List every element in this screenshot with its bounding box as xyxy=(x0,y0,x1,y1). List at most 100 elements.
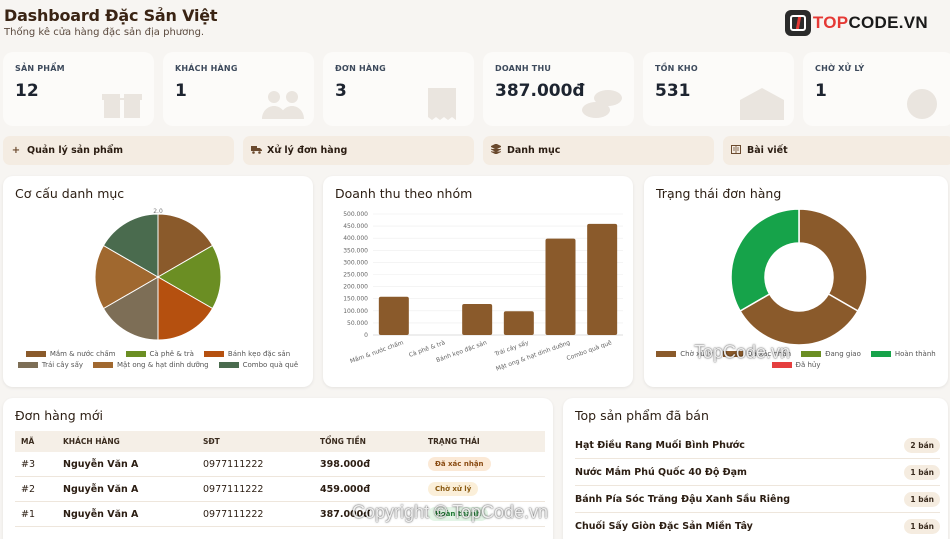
stat-label: SẢN PHẨM xyxy=(15,64,65,73)
legend-swatch xyxy=(723,351,744,357)
order-status-card: Trạng thái đơn hàng Chờ xử lý Đã xác nhận… xyxy=(644,176,948,387)
legend-label: Mật ong & hạt dinh dưỡng xyxy=(117,361,209,369)
gift-icon xyxy=(102,94,142,118)
manage-products-button[interactable]: + Quản lý sản phẩm xyxy=(3,136,234,165)
product-name: Bánh Pía Sóc Trăng Đậu Xanh Sầu Riêng xyxy=(575,493,791,505)
legend-label: Đã hủy xyxy=(795,361,821,369)
stat-value: 1 xyxy=(175,81,187,101)
list-item[interactable]: Hạt Điều Rang Muối Bình Phước 2 bán xyxy=(575,432,940,459)
legend-item[interactable]: Đang giao xyxy=(801,350,861,358)
book-icon xyxy=(731,144,741,157)
clock-icon xyxy=(907,89,937,119)
pie-slice[interactable] xyxy=(94,244,160,310)
articles-button[interactable]: Bài viết xyxy=(723,136,950,165)
truck-icon xyxy=(251,145,262,157)
sold-badge: 1 bán xyxy=(904,518,940,534)
category-legend: Mắm & nước chấm Cà phê & trà Bánh kẹo đặc … xyxy=(13,350,303,369)
order-status-cell: Chờ xử lý xyxy=(422,476,545,502)
legend-item[interactable]: Trái cây sấy xyxy=(17,361,84,369)
bar[interactable] xyxy=(545,238,576,335)
order-total: 387.000đ xyxy=(314,501,422,527)
status-legend: Chờ xử lý Đã xác nhận Đang giao Hoàn thành Đ… xyxy=(654,350,938,369)
action-label: Xử lý đơn hàng xyxy=(267,145,348,156)
pie-slice[interactable] xyxy=(157,213,214,278)
legend-swatch xyxy=(17,362,38,368)
table-row[interactable]: #2 Nguyễn Văn A 0977111222 459.000đ Chờ … xyxy=(15,476,545,502)
pie-slice[interactable] xyxy=(156,244,222,310)
legend-label: Bánh kẹo đặc sản xyxy=(227,350,291,358)
table-row[interactable]: #3 Nguyễn Văn A 0977111222 398.000đ Đã x… xyxy=(15,452,545,477)
stats-row: SẢN PHẨM 12 KHÁCH HÀNG 1 ĐƠN HÀNG 3 DOAN… xyxy=(3,52,950,126)
stat-value: 3 xyxy=(335,81,347,101)
list-item[interactable]: Nước Mắm Phú Quốc 40 Độ Đạm 1 bán xyxy=(575,459,940,486)
product-name: Hạt Điều Rang Muối Bình Phước xyxy=(575,439,745,451)
stat-label: KHÁCH HÀNG xyxy=(175,64,238,73)
col-id: MÃ xyxy=(15,431,57,452)
process-orders-button[interactable]: Xử lý đơn hàng xyxy=(243,136,474,165)
donut-slice[interactable] xyxy=(739,292,859,346)
categories-button[interactable]: Danh mục xyxy=(483,136,714,165)
legend-swatch xyxy=(218,362,239,368)
legend-item[interactable]: Đã hủy xyxy=(771,361,821,369)
list-item[interactable]: Chuối Sấy Giòn Đặc Sản Miền Tây 1 bán xyxy=(575,513,940,539)
topcode-logo[interactable]: TOPCODE.VN xyxy=(784,10,928,36)
legend-label: Đã xác nhận xyxy=(747,350,792,358)
coins-icon xyxy=(582,90,622,118)
product-name: Chuối Sấy Giòn Đặc Sản Miền Tây xyxy=(575,520,753,532)
stat-label: DOANH THU xyxy=(495,64,552,73)
order-customer: Nguyễn Văn A xyxy=(57,501,197,527)
order-total: 459.000đ xyxy=(314,476,422,502)
sold-badge: 1 bán xyxy=(904,491,940,507)
y-tick-label: 200.000 xyxy=(343,284,368,291)
sold-badge: 1 bán xyxy=(904,464,940,480)
list-item[interactable]: Bánh Pía Sóc Trăng Đậu Xanh Sầu Riêng 1 … xyxy=(575,486,940,513)
legend-swatch xyxy=(203,351,224,357)
donut-slice[interactable] xyxy=(730,208,800,313)
bar[interactable] xyxy=(503,311,534,335)
col-phone: SĐT xyxy=(197,431,314,452)
status-badge: Hoàn thành xyxy=(428,507,488,521)
legend-item[interactable]: Hoàn thành xyxy=(870,350,936,358)
orders-table-wrap: MÃ KHÁCH HÀNG SĐT TỔNG TIỀN TRẠNG THÁI #… xyxy=(15,431,545,527)
legend-item[interactable]: Đã xác nhận xyxy=(723,350,791,358)
status-badge: Đã xác nhận xyxy=(428,457,491,471)
quick-actions: + Quản lý sản phẩm Xử lý đơn hàng Danh m… xyxy=(3,136,950,165)
y-tick-label: 0 xyxy=(364,332,368,339)
y-tick-label: 450.000 xyxy=(343,223,368,230)
legend-swatch xyxy=(870,351,891,357)
pie-slice[interactable] xyxy=(102,276,159,341)
donut-slice[interactable] xyxy=(798,208,868,313)
stat-value: 12 xyxy=(15,81,39,101)
category-pie-card: Cơ cấu danh mục 2.0 Mắm & nước chấm Cà ph… xyxy=(3,176,313,387)
pie-slice[interactable] xyxy=(157,276,214,341)
legend-item[interactable]: Mật ong & hạt dinh dưỡng xyxy=(93,361,209,369)
order-phone: 0977111222 xyxy=(197,501,314,527)
bar[interactable] xyxy=(462,304,493,335)
legend-swatch xyxy=(656,351,677,357)
stat-card-pending: CHỜ XỬ LÝ 1 xyxy=(803,52,950,126)
stat-value: 1 xyxy=(815,81,827,101)
legend-item[interactable]: Cà phê & trà xyxy=(125,350,194,358)
bar[interactable] xyxy=(378,296,409,335)
card-title: Đơn hàng mới xyxy=(15,408,103,423)
legend-item[interactable]: Chờ xử lý xyxy=(656,350,713,358)
action-label: Danh mục xyxy=(507,145,561,156)
legend-swatch xyxy=(93,362,114,368)
legend-item[interactable]: Mắm & nước chấm xyxy=(25,350,116,358)
bar[interactable] xyxy=(587,223,618,335)
order-phone: 0977111222 xyxy=(197,476,314,502)
status-badge: Chờ xử lý xyxy=(428,482,479,496)
order-id: #2 xyxy=(15,476,57,502)
legend-item[interactable]: Bánh kẹo đặc sản xyxy=(203,350,291,358)
legend-label: Trái cây sấy xyxy=(41,361,84,369)
action-label: Bài viết xyxy=(747,145,788,156)
legend-item[interactable]: Combo quà quê xyxy=(218,361,298,369)
table-row[interactable]: #1 Nguyễn Văn A 0977111222 387.000đ Hoàn… xyxy=(15,501,545,527)
pie-slice[interactable] xyxy=(102,213,159,278)
table-header-row: MÃ KHÁCH HÀNG SĐT TỔNG TIỀN TRẠNG THÁI xyxy=(15,431,545,452)
stat-label: CHỜ XỬ LÝ xyxy=(815,64,865,73)
y-tick-label: 400.000 xyxy=(343,235,368,242)
y-tick-label: 300.000 xyxy=(343,259,368,266)
page-subtitle: Thống kê cửa hàng đặc sản địa phương. xyxy=(4,27,205,38)
legend-swatch xyxy=(25,351,46,357)
